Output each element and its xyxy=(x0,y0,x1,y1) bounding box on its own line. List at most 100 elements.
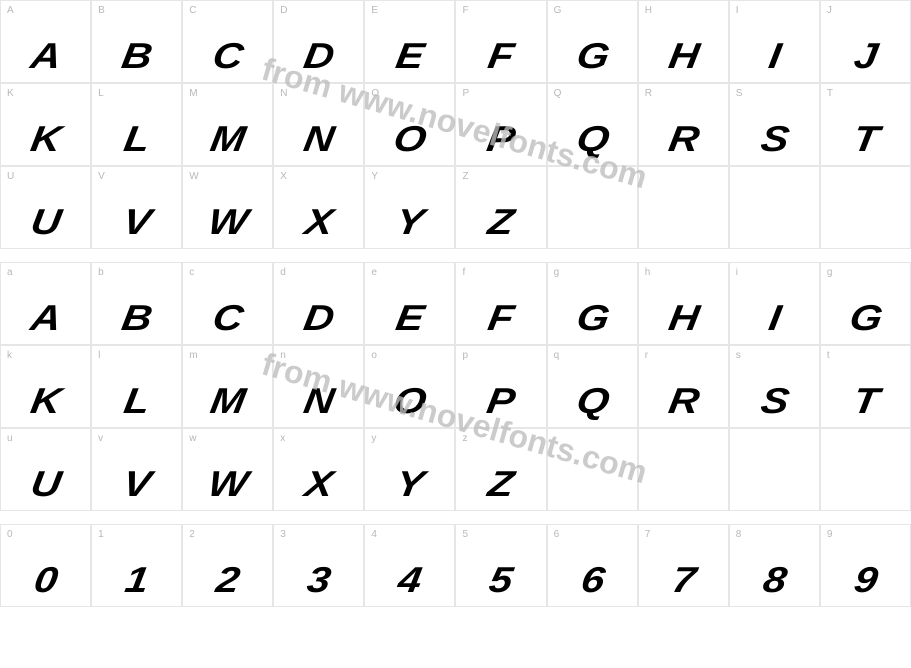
cell-label: e xyxy=(371,267,448,278)
glyph-cell: GG xyxy=(547,0,638,83)
cell-label: u xyxy=(7,433,84,444)
cell-label: z xyxy=(462,433,539,444)
cell-label: s xyxy=(736,350,813,361)
glyph-cell: 99 xyxy=(820,524,911,607)
cell-label: N xyxy=(280,88,357,99)
glyph-cell: wW xyxy=(182,428,273,511)
cell-label: M xyxy=(189,88,266,99)
cell-label: Y xyxy=(371,171,448,182)
glyph-cell: eE xyxy=(364,262,455,345)
glyph-cell: DD xyxy=(273,0,364,83)
cell-label: R xyxy=(645,88,722,99)
glyph-cell: zZ xyxy=(455,428,546,511)
cell-label: h xyxy=(645,267,722,278)
glyph-cell: 66 xyxy=(547,524,638,607)
cell-glyph: Z xyxy=(447,466,555,502)
glyph-cell: 11 xyxy=(91,524,182,607)
cell-label: L xyxy=(98,88,175,99)
cell-label: A xyxy=(7,5,84,16)
glyph-cell: 33 xyxy=(273,524,364,607)
cell-label: 2 xyxy=(189,529,266,540)
glyph-cell: qQ xyxy=(547,345,638,428)
glyph-cell: QQ xyxy=(547,83,638,166)
glyph-cell: LL xyxy=(91,83,182,166)
cell-label: U xyxy=(7,171,84,182)
cell-glyph: 9 xyxy=(811,562,911,598)
cell-label: E xyxy=(371,5,448,16)
cell-label: 8 xyxy=(736,529,813,540)
glyph-cell xyxy=(820,166,911,249)
glyph-cell: xX xyxy=(273,428,364,511)
glyph-cell: PP xyxy=(455,83,546,166)
cell-label: Z xyxy=(462,171,539,182)
glyph-cell: gG xyxy=(547,262,638,345)
glyph-cell xyxy=(638,428,729,511)
cell-label: 0 xyxy=(7,529,84,540)
glyph-cell: OO xyxy=(364,83,455,166)
glyph-cell: ZZ xyxy=(455,166,546,249)
cell-label: 6 xyxy=(554,529,631,540)
glyph-cell: 44 xyxy=(364,524,455,607)
cell-label: T xyxy=(827,88,904,99)
glyph-cell: vV xyxy=(91,428,182,511)
cell-label: 7 xyxy=(645,529,722,540)
glyph-cell: yY xyxy=(364,428,455,511)
glyph-cell: JJ xyxy=(820,0,911,83)
cell-glyph: G xyxy=(811,300,911,336)
cell-label: q xyxy=(554,350,631,361)
glyph-cell: HH xyxy=(638,0,729,83)
glyph-cell: 77 xyxy=(638,524,729,607)
cell-label: v xyxy=(98,433,175,444)
cell-label: x xyxy=(280,433,357,444)
glyph-cell: nN xyxy=(273,345,364,428)
glyph-cell: VV xyxy=(91,166,182,249)
cell-label: P xyxy=(462,88,539,99)
glyph-cell: NN xyxy=(273,83,364,166)
cell-label: n xyxy=(280,350,357,361)
cell-label: W xyxy=(189,171,266,182)
cell-label: a xyxy=(7,267,84,278)
cell-label: g xyxy=(827,267,904,278)
cell-label: b xyxy=(98,267,175,278)
cell-label: k xyxy=(7,350,84,361)
cell-glyph: J xyxy=(811,38,911,74)
cell-label: o xyxy=(371,350,448,361)
glyph-cell xyxy=(547,428,638,511)
glyph-cell: fF xyxy=(455,262,546,345)
glyph-cell: lL xyxy=(91,345,182,428)
cell-label: D xyxy=(280,5,357,16)
glyph-cell xyxy=(729,166,820,249)
cell-label: 5 xyxy=(462,529,539,540)
cell-glyph: T xyxy=(811,121,911,157)
glyph-cell: pP xyxy=(455,345,546,428)
glyph-cell: rR xyxy=(638,345,729,428)
cell-glyph: T xyxy=(811,383,911,419)
glyph-cell: gG xyxy=(820,262,911,345)
cell-label: p xyxy=(462,350,539,361)
cell-label: J xyxy=(827,5,904,16)
cell-label: l xyxy=(98,350,175,361)
glyph-cell: SS xyxy=(729,83,820,166)
glyph-cell: 00 xyxy=(0,524,91,607)
glyph-cell: MM xyxy=(182,83,273,166)
glyph-cell: kK xyxy=(0,345,91,428)
cell-label: B xyxy=(98,5,175,16)
cell-label: I xyxy=(736,5,813,16)
glyph-cell: WW xyxy=(182,166,273,249)
glyph-cell: tT xyxy=(820,345,911,428)
cell-label: C xyxy=(189,5,266,16)
glyph-cell: EE xyxy=(364,0,455,83)
glyph-cell: FF xyxy=(455,0,546,83)
cell-label: c xyxy=(189,267,266,278)
glyph-cell: CC xyxy=(182,0,273,83)
row-spacer xyxy=(0,511,911,524)
cell-label: S xyxy=(736,88,813,99)
glyph-cell: KK xyxy=(0,83,91,166)
glyph-cell: hH xyxy=(638,262,729,345)
cell-label: f xyxy=(462,267,539,278)
glyph-cell: sS xyxy=(729,345,820,428)
glyph-cell: iI xyxy=(729,262,820,345)
glyph-cell: BB xyxy=(91,0,182,83)
cell-label: 9 xyxy=(827,529,904,540)
cell-label: r xyxy=(645,350,722,361)
